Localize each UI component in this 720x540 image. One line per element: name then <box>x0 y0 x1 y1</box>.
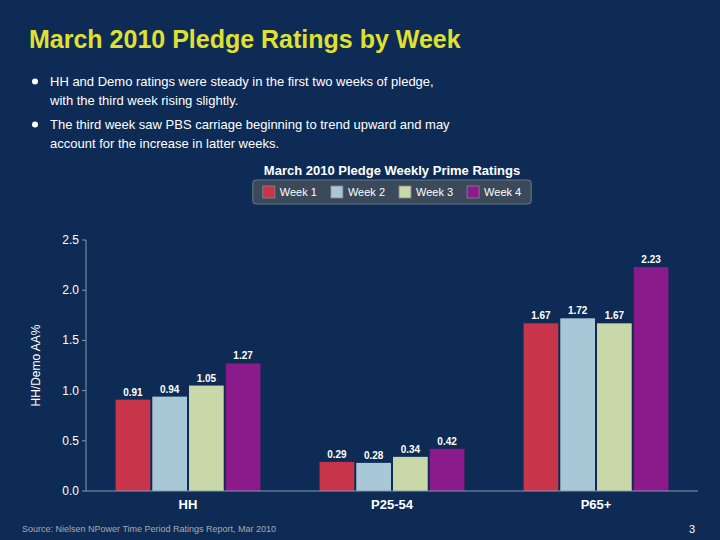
bullet-text: account for the increase in latter weeks… <box>50 136 279 151</box>
y-tick-label: 0.0 <box>62 484 79 498</box>
data-label: 0.42 <box>437 436 457 447</box>
legend-swatch <box>263 186 275 198</box>
bullet <box>32 122 38 128</box>
data-label: 1.67 <box>531 310 551 321</box>
y-tick-label: 1.5 <box>62 333 79 347</box>
bullet-text: HH and Demo ratings were steady in the f… <box>50 74 434 89</box>
data-labels: 0.91 0.29 1.67 0.94 0.28 1.72 1.05 0.34 1.67 1.27… <box>123 254 661 461</box>
y-axis-label: HH/Demo AA% <box>29 324 43 406</box>
data-label: 1.72 <box>568 305 588 316</box>
slide-number: 3 <box>689 523 695 535</box>
bar <box>189 386 224 491</box>
x-tick-label: HH <box>179 497 198 512</box>
chart-title: March 2010 Pledge Weekly Prime Ratings <box>264 163 520 178</box>
bar <box>116 400 151 491</box>
y-tick <box>82 491 86 492</box>
data-label: 0.91 <box>123 387 143 398</box>
legend: Week 1 Week 2 Week 3 Week 4 <box>253 180 531 204</box>
legend-box <box>253 180 531 204</box>
bar <box>393 457 428 491</box>
y-tick <box>82 390 86 391</box>
data-label: 0.29 <box>327 449 347 460</box>
bar <box>597 323 632 491</box>
y-tick <box>82 290 86 291</box>
legend-swatch <box>467 186 479 198</box>
data-label: 0.34 <box>401 444 421 455</box>
y-tick-label: 2.0 <box>62 283 79 297</box>
x-axis-line <box>86 491 698 492</box>
source-text: Source: Nielsen NPower Time Period Ratin… <box>22 524 276 534</box>
y-tick <box>82 340 86 341</box>
background <box>0 0 720 540</box>
bar <box>560 318 595 491</box>
bar <box>430 449 465 491</box>
bullet-text: with the third week rising slightly. <box>49 93 238 108</box>
legend-label: Week 4 <box>484 186 521 198</box>
bar <box>356 463 391 491</box>
data-label: 1.67 <box>605 310 625 321</box>
x-tick-label: P25-54 <box>371 497 414 512</box>
legend-label: Week 3 <box>416 186 453 198</box>
bar <box>634 267 669 491</box>
legend-swatch <box>331 186 343 198</box>
data-label: 0.28 <box>364 450 384 461</box>
y-tick <box>82 440 86 441</box>
bar <box>524 323 559 491</box>
data-label: 0.94 <box>160 384 180 395</box>
y-tick-label: 2.5 <box>62 233 79 247</box>
bar <box>152 397 187 491</box>
y-tick-label: 0.5 <box>62 434 79 448</box>
legend-swatch <box>399 186 411 198</box>
bars <box>116 267 669 491</box>
x-tick-label: P65+ <box>581 497 612 512</box>
y-tick-label: 1.0 <box>62 384 79 398</box>
data-label: 1.05 <box>197 373 217 384</box>
slide: March 2010 Pledge Ratings by Week HH and … <box>0 0 720 540</box>
legend-label: Week 2 <box>348 186 385 198</box>
bullet <box>32 79 38 85</box>
slide-title: March 2010 Pledge Ratings by Week <box>29 25 461 53</box>
bullet-text: The third week saw PBS carriage beginnin… <box>50 117 450 132</box>
bar <box>320 462 355 491</box>
data-label: 1.27 <box>233 350 253 361</box>
bar <box>226 363 261 491</box>
y-tick <box>82 240 86 241</box>
legend-label: Week 1 <box>280 186 317 198</box>
y-axis-line <box>86 240 87 491</box>
data-label: 2.23 <box>641 254 661 265</box>
